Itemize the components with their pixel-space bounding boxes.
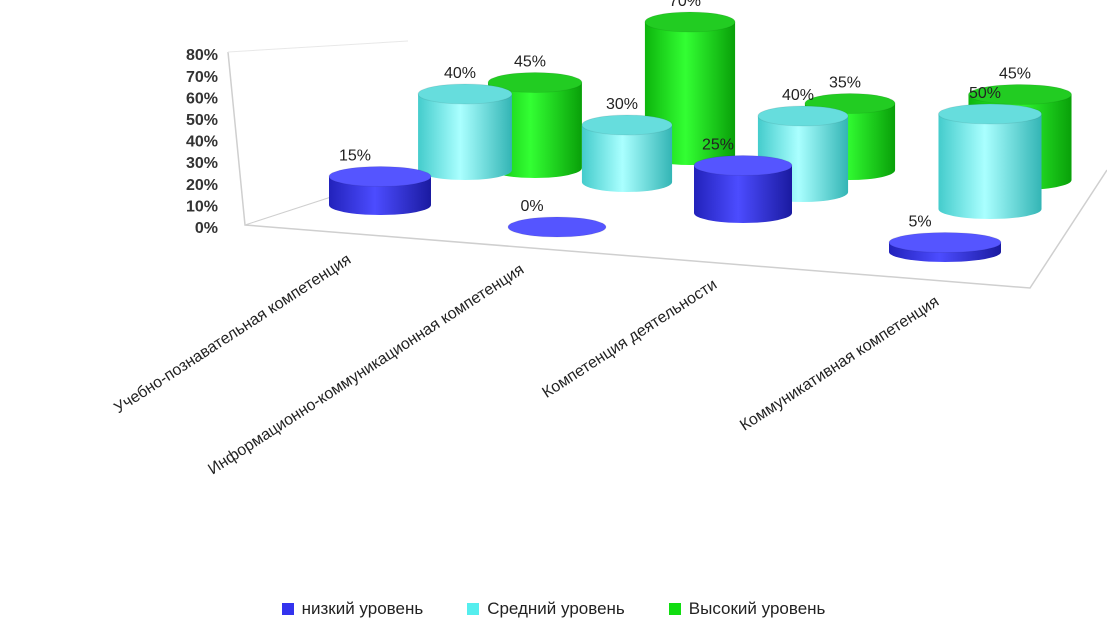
- bar-low-2: 0%: [507, 198, 607, 238]
- bar-medium-4: 50%: [937, 85, 1043, 219]
- data-label: 40%: [782, 87, 814, 104]
- legend-item-high: Высокий уровень: [668, 599, 826, 619]
- bar-top: [507, 216, 607, 238]
- bar-body: [938, 114, 1042, 219]
- y-tick-label: 50%: [186, 112, 218, 129]
- legend: низкий уровень Средний уровень Высокий у…: [0, 599, 1107, 619]
- legend-label-high: Высокий уровень: [688, 599, 826, 618]
- bar-body: [581, 125, 673, 192]
- bar-body: [329, 176, 431, 215]
- bar-top: [937, 103, 1043, 125]
- data-label: 45%: [999, 66, 1031, 83]
- y-tick-label: 70%: [186, 69, 218, 86]
- bar-body: [694, 165, 792, 223]
- bar-top: [417, 83, 513, 105]
- data-label: 25%: [702, 137, 734, 154]
- y-tick-label: 60%: [186, 90, 218, 107]
- chart-canvas: 0%10%20%30%40%50%60%70%80% 45%70%35%45%4…: [111, 0, 1107, 478]
- bar-top: [644, 11, 736, 33]
- bar-medium-2: 30%: [581, 96, 673, 192]
- data-label: 40%: [444, 65, 476, 82]
- bar-top: [581, 114, 673, 136]
- bar-low-4: 5%: [888, 214, 1002, 262]
- data-label: 35%: [829, 75, 861, 92]
- data-label: 0%: [520, 198, 543, 215]
- data-label: 70%: [669, 0, 701, 10]
- bar-top: [757, 105, 849, 127]
- bar-medium-1: 40%: [417, 65, 513, 180]
- bar-top: [487, 72, 583, 93]
- data-label: 50%: [969, 85, 1001, 102]
- y-tick-label: 40%: [186, 134, 218, 151]
- bar-low-1: 15%: [328, 148, 432, 215]
- legend-label-medium: Средний уровень: [487, 599, 625, 618]
- bar-top: [693, 155, 793, 176]
- bar-top: [967, 84, 1073, 105]
- data-label: 45%: [514, 54, 546, 71]
- legend-item-low: низкий уровень: [281, 599, 424, 619]
- y-tick-label: 30%: [186, 155, 218, 172]
- legend-swatch-low: [281, 603, 294, 615]
- legend-swatch-high: [668, 603, 681, 615]
- bar-top: [888, 232, 1002, 253]
- x-category-label: Компетенция деятельности: [539, 276, 720, 402]
- x-category-label: Информационно-коммуникационная компетенц…: [205, 261, 527, 478]
- y-axis: 0% 10% 20% 30% 40% 50% 60% 70% 80%: [186, 47, 218, 237]
- y-tick-label: 10%: [186, 198, 218, 215]
- bar-low-3: 25%: [693, 137, 793, 223]
- y-tick-label: 80%: [186, 47, 218, 64]
- bar-body: [418, 94, 512, 180]
- x-category-label: Коммуникативная компетенция: [737, 293, 942, 434]
- bar-top: [328, 166, 432, 187]
- y-tick-label: 0%: [195, 220, 218, 237]
- legend-item-medium: Средний уровень: [467, 599, 625, 619]
- x-axis: Учебно-познавательная компетенцияИнформа…: [111, 251, 942, 478]
- y-tick-label: 20%: [186, 177, 218, 194]
- data-label: 30%: [606, 96, 638, 113]
- data-label: 15%: [339, 148, 371, 165]
- legend-label-low: низкий уровень: [301, 599, 424, 618]
- bars-group: 45% 70% 35% 45% 40% 30% 40% 50% 15% 0% 25% 5%: [328, 0, 1073, 262]
- legend-swatch-medium: [467, 603, 480, 615]
- data-label: 5%: [908, 214, 931, 231]
